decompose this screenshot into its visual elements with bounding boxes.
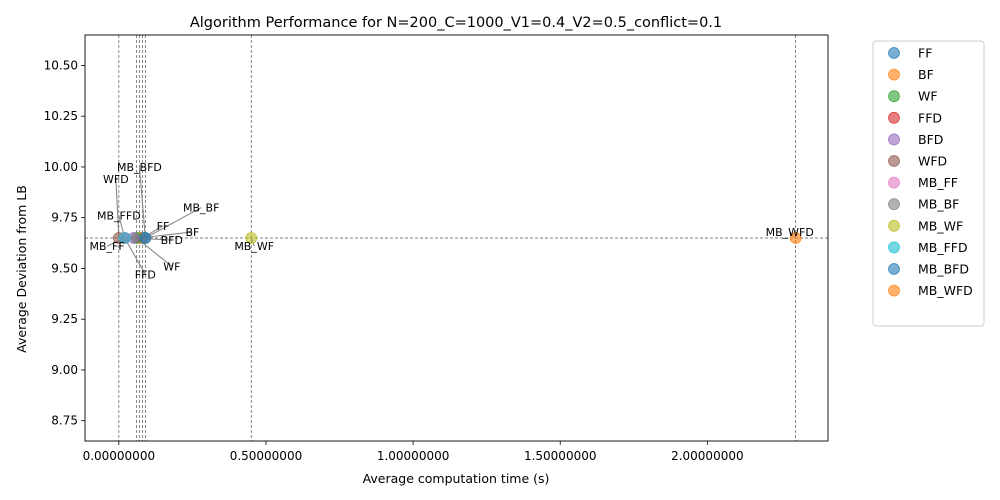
y-tick-label: 8.75	[51, 414, 78, 428]
point-label: FFD	[135, 269, 156, 282]
data-point	[245, 232, 258, 244]
point-label: BF	[185, 226, 199, 239]
point-label: MB_FF	[89, 240, 124, 253]
data-point	[139, 232, 152, 244]
y-tick-label: 9.25	[51, 312, 78, 326]
point-label: BFD	[161, 234, 183, 247]
legend-marker	[888, 198, 900, 211]
point-label: MB_FFD	[97, 210, 141, 223]
point-label: MB_BF	[183, 202, 219, 215]
annotation-arrow	[145, 207, 202, 239]
legend-marker	[888, 68, 900, 81]
y-tick-label: 9.50	[51, 261, 78, 275]
annotation-arrow	[124, 237, 146, 275]
point-label: FF	[157, 220, 170, 233]
y-tick-label: 10.00	[44, 160, 78, 174]
legend-label: WFD	[918, 154, 947, 169]
plot-frame	[84, 34, 829, 442]
legend-marker	[888, 133, 900, 146]
annotation-arrow	[138, 166, 146, 239]
legend-label: BFD	[918, 132, 943, 147]
legend-marker	[888, 219, 900, 232]
x-tick-label: 1.00000000	[377, 449, 450, 463]
legend-marker	[888, 176, 900, 189]
annotation-arrow	[115, 179, 120, 239]
y-tick-label: 10.50	[44, 58, 78, 72]
x-tick-label: 2.00000000	[671, 449, 744, 463]
point-label: MB_BFD	[117, 161, 162, 174]
data-points	[112, 232, 802, 244]
data-point	[789, 232, 802, 244]
x-tick-label: 0.00000000	[83, 449, 156, 463]
legend-label: MB_WF	[918, 218, 963, 233]
legend-frame	[872, 40, 985, 327]
legend: FF BF WF FFD BFD WFD MB_FF MB_BF MB_WF MB_FFD MB_B…	[872, 40, 985, 327]
y-tick-label: 10.25	[44, 109, 78, 123]
point-label: MB_WF	[234, 240, 274, 253]
y-axis-label: Average Deviation from LB	[14, 185, 29, 353]
annotation-arrows	[106, 166, 797, 275]
y-tick-label: 9.00	[51, 363, 78, 377]
point-label: WFD	[103, 173, 129, 186]
legend-marker	[888, 90, 900, 103]
legend-marker	[888, 155, 900, 167]
x-axis-label: Average computation time (s)	[363, 471, 550, 486]
annotation-labels: FF BF WF FFD BFD WFD MB_FF MB_BF MB_WF MB_FFD MB_B…	[89, 161, 813, 282]
legend-label: MB_BFD	[918, 262, 969, 277]
chart-title: Algorithm Performance for N=200_C=1000_V…	[190, 15, 722, 31]
legend-label: FF	[918, 46, 932, 61]
x-tick-label: 0.50000000	[230, 449, 303, 463]
x-tick-label: 1.50000000	[524, 449, 597, 463]
point-label: WF	[163, 260, 180, 273]
legend-label: MB_FF	[918, 175, 958, 190]
legend-marker	[888, 111, 900, 124]
legend-marker	[888, 263, 900, 275]
legend-label: MB_FFD	[918, 240, 968, 255]
y-axis-ticks: 8.75 9.00 9.25 9.50 9.75 10.00 10.25 10.50	[44, 58, 85, 428]
point-label: MB_WFD	[766, 226, 814, 239]
legend-label: MB_BF	[918, 197, 959, 212]
data-point	[118, 232, 131, 244]
legend-marker	[888, 47, 900, 59]
legend-marker	[888, 241, 900, 254]
legend-label: WF	[918, 89, 938, 104]
legend-label: BF	[918, 67, 934, 82]
y-tick-label: 9.75	[51, 211, 78, 225]
legend-marker	[888, 284, 900, 297]
legend-label: FFD	[918, 110, 942, 125]
legend-label: MB_WFD	[918, 283, 973, 298]
x-axis-ticks: 0.00000000 0.50000000 1.00000000 1.50000000…	[83, 441, 744, 463]
